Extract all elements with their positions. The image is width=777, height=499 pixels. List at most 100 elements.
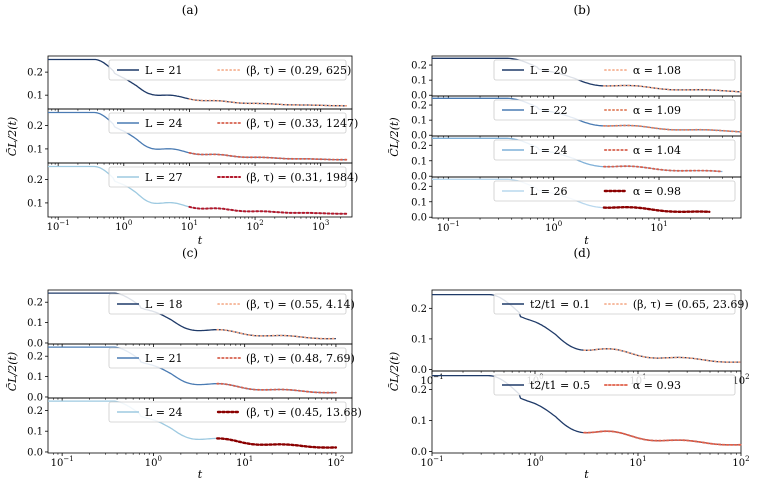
legend-series-label: t2/t1 = 0.1 [530, 298, 590, 311]
y-tick-label: 0.0 [411, 447, 427, 458]
x-tick-label: 100 [145, 455, 162, 469]
y-tick-label: 0.0 [411, 365, 427, 376]
fit-line [216, 437, 338, 449]
subplot: 0.2 0.1 0.0 L = 21 (β, τ) = (0.48, 7.69) [27, 343, 355, 403]
subplot: 0.2 0.1 10−1 100 101 102 103 L = 27 (β, τ) = (0.… [27, 162, 358, 233]
x-tick-label: 101 [236, 455, 253, 469]
y-tick-label: 0.0 [411, 213, 427, 224]
y-tick-label: 0.1 [411, 116, 427, 127]
x-axis-label: t [198, 234, 203, 247]
x-tick-label: 100 [115, 219, 132, 233]
fit-line [216, 382, 337, 394]
legend-fit-label: (β, τ) = (0.31, 1984) [246, 171, 358, 184]
panel-label: (a) [182, 3, 199, 17]
y-tick-label: 0.2 [27, 352, 43, 363]
fit-line [583, 430, 742, 446]
y-tick-label: 0.2 [27, 121, 43, 132]
panel-c: (c)0.20.10.0L = 18 (β, τ) = (0.55, 4.14)0… [6, 246, 362, 481]
y-tick-label: 0.2 [27, 298, 43, 309]
subplot: 0.2 0.1 L = 21 (β, τ) = (0.29, 625) [27, 55, 353, 112]
y-tick-label: 0.2 [411, 61, 427, 72]
fit-line [188, 152, 348, 161]
subplot: 0.2 0.1 0.0 L = 20 α = 1.08 [411, 55, 742, 102]
x-tick-label: 10−1 [437, 220, 460, 234]
y-tick-label: 0.0 [27, 338, 43, 349]
fit-line [603, 165, 724, 173]
subplot: 0.2 0.1 0.0 10−1 100 101 102 L = 24 (β, τ) = (0.… [27, 397, 362, 469]
fit-line [602, 206, 711, 213]
y-tick-label: 0.1 [411, 197, 427, 208]
y-tick-label: 0.1 [27, 318, 43, 329]
x-tick-label: 10−1 [420, 455, 443, 469]
x-tick-label: 10−1 [47, 219, 70, 233]
fit-line [188, 205, 348, 215]
y-tick-label: 0.2 [411, 141, 427, 152]
fit-line [603, 124, 742, 133]
legend-fit-label: α = 1.09 [633, 104, 681, 117]
axes-frame [431, 176, 742, 219]
x-tick-label: 10−1 [51, 455, 74, 469]
x-axis-label: t [584, 468, 589, 481]
legend-fit-label: (β, τ) = (0.55, 4.14) [246, 298, 355, 311]
legend-series-label: L = 24 [145, 406, 183, 419]
y-tick-label: 0.1 [411, 416, 427, 427]
legend-fit-label: α = 0.98 [633, 185, 681, 198]
subplot: 0.2 0.1 L = 24 (β, τ) = (0.33, 1247) [27, 108, 358, 166]
y-tick-label: 0.0 [411, 91, 427, 102]
x-tick-label: 101 [629, 455, 646, 469]
axes-frame [431, 370, 742, 454]
y-axis-label: C̃L/2(t) [6, 117, 19, 156]
legend-fit-label: (β, τ) = (0.29, 625) [246, 64, 351, 77]
x-tick-label: 101 [181, 219, 198, 233]
fit-line [188, 98, 348, 107]
legend-series-label: L = 21 [145, 64, 183, 77]
legend-fit-label: (β, τ) = (0.33, 1247) [246, 117, 358, 130]
y-tick-label: 0.2 [27, 68, 43, 79]
y-tick-label: 0.2 [27, 175, 43, 186]
panel-a: (a) 0.2 0.1 L = 21 (β, τ) = (0.29, 625) 0.2 0.… [6, 3, 358, 247]
x-tick-label: 102 [246, 219, 263, 233]
legend-fit-label: (β, τ) = (0.65, 23.69) [633, 298, 749, 311]
y-tick-label: 0.1 [27, 144, 43, 155]
x-axis-label: t [584, 234, 589, 247]
y-tick-label: 0.1 [411, 76, 427, 87]
panel-label: (b) [573, 3, 590, 17]
y-tick-label: 0.1 [27, 372, 43, 383]
axes-frame [47, 162, 353, 218]
axes-frame [47, 397, 353, 454]
y-axis-label: C̃L/2(t) [388, 352, 401, 391]
legend-series-label: L = 21 [145, 352, 183, 365]
subplot: 0.2 0.1 0.0 L = 18 (β, τ) = (0.55, 4.14) [27, 289, 355, 349]
fit-line [583, 348, 742, 364]
y-axis-label: C̃L/2(t) [388, 117, 401, 156]
legend-series-label: L = 24 [530, 144, 568, 157]
y-tick-label: 0.0 [27, 447, 43, 458]
x-tick-label: 101 [650, 220, 667, 234]
y-tick-label: 0.0 [27, 392, 43, 403]
x-tick-label: 10−1 [420, 373, 443, 387]
subplot: 0.2 0.1 0.0 L = 22 α = 1.09 [411, 95, 742, 142]
series-line [432, 293, 742, 363]
legend-fit-label: α = 0.93 [633, 379, 681, 392]
x-axis-label: t [198, 468, 203, 481]
legend-fit-label: α = 1.04 [633, 144, 681, 157]
y-tick-label: 0.0 [411, 131, 427, 142]
x-tick-label: 102 [732, 455, 749, 469]
x-tick-label: 100 [526, 455, 543, 469]
y-tick-label: 0.1 [411, 334, 427, 345]
x-tick-label: 102 [732, 373, 749, 387]
legend-series-label: t2/t1 = 0.5 [530, 379, 590, 392]
panel-label: (d) [573, 246, 590, 260]
panel-b: (b) 0.2 0.1 0.0 L = 20 α = 1.08 0.2 0.1 0.0 L = 2… [388, 3, 742, 247]
y-tick-label: 0.2 [411, 385, 427, 396]
y-tick-label: 0.2 [411, 304, 427, 315]
x-tick-label: 103 [312, 219, 329, 233]
legend-fit-label: α = 1.08 [633, 64, 681, 77]
legend-fit-label: (β, τ) = (0.45, 13.68) [246, 406, 362, 419]
legend-series-label: L = 26 [530, 185, 568, 198]
